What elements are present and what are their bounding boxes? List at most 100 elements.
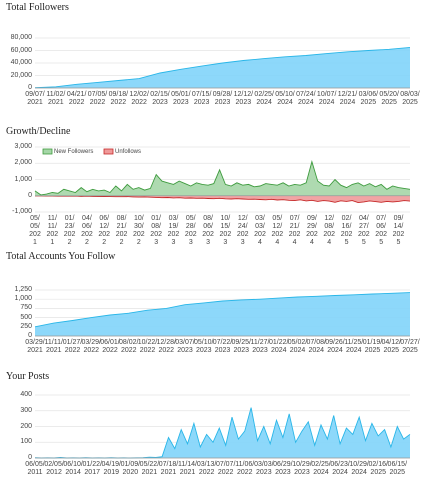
x-tick-label: 09/ 14/ 2025 [392,215,405,246]
area-line [34,46,411,89]
y-tick-label: 100 [20,438,32,446]
y-tick-label: 750 [20,304,32,312]
x-tick-label: 07/05/ 2022 [87,91,108,106]
area-line [34,159,411,196]
y-tick-label: 0 [28,84,32,91]
x-tick-label: 07/22/ 2023 [212,339,233,354]
x-tick-label: 05/01/ 2023 [171,91,191,106]
chart-title: Your Posts [6,371,50,382]
x-tick-label: 07/ 06/ 2025 [375,215,387,246]
x-tick-label: 08/ 21/ 2022 [115,215,128,246]
x-tick-label: 07/15/ 2023 [191,91,212,106]
x-tick-label: 03/ 03/ 2024 [254,215,266,246]
legend-label: Unfollows [115,148,142,155]
x-tick-label: 08/ 06/ 2023 [202,215,214,246]
x-tick-label: 01/19/ 2025 [362,339,383,354]
y-tick-label: 1,250 [14,286,32,293]
x-tick-label: 10/29/ 2024 [349,461,369,476]
y-tick-label: 0 [28,454,32,461]
x-tick-label: 01/22/ 2017 [82,461,102,476]
x-tick-label: 01/22/ 2024 [269,339,289,354]
x-tick-label: 06/29/ 2023 [273,461,293,476]
x-tick-label: 12/28/ 2022 [156,339,176,354]
x-tick-label: 09/ 29/ 2024 [306,215,318,246]
x-tick-label: 12/12/ 2023 [233,91,254,106]
x-tick-label: 11/14/ 2021 [178,461,197,476]
x-tick-label: 07/07/ 2022 [215,461,236,476]
x-tick-label: 11/06/ 2022 [235,461,255,476]
x-tick-label: 10/ 30/ 2022 [133,215,145,246]
x-tick-label: 03/29/ 2021 [25,339,45,354]
x-tick-label: 02/05/ 2012 [44,461,64,476]
x-tick-label: 04/ 06/ 2022 [81,215,93,246]
x-tick-label: 01/ 08/ 2023 [150,215,162,246]
y-tick-label: 250 [20,322,32,330]
y-tick-label: 2,000 [14,159,32,167]
x-tick-label: 04/19/ 2019 [101,461,121,476]
area-fill [35,292,410,336]
chart-title: Total Followers [6,2,69,13]
x-tick-label: 04/21/ 2022 [66,91,87,106]
x-tick-label: 07/18/ 2021 [158,461,179,476]
legend-swatch [103,148,114,155]
x-tick-label: 03/13/ 2022 [196,461,217,476]
y-tick-label: 3,000 [14,143,32,150]
x-tick-label: 03/06/ 2025 [358,91,379,106]
x-tick-label: 01/27/ 2022 [62,339,83,354]
y-tick-label: 1,000 [14,295,32,303]
x-tick-label: 11/11/ 2021 [44,339,63,354]
x-tick-label: 04/12/ 2025 [381,339,401,354]
x-tick-label: 07/08/ 2024 [306,339,326,354]
x-tick-label: 09/25/ 2023 [231,339,251,354]
x-tick-label: 02/ 16/ 2025 [340,215,353,246]
x-tick-label: 04/ 27/ 2025 [358,215,370,246]
x-tick-label: 05/ 12/ 2024 [271,215,284,246]
x-tick-label: 12/ 24/ 2023 [236,215,249,246]
x-tick-label: 03/29/ 2022 [81,339,101,354]
y-tick-label: 200 [20,422,32,430]
x-tick-label: 02/15/ 2023 [150,91,170,106]
y-tick-label: 0 [28,332,32,339]
legend-swatch [42,148,53,155]
x-tick-label: 11/ 11/ 2021 [46,215,59,246]
y-tick-label: 40,000 [10,59,32,66]
x-tick-label: 07/ 21/ 2024 [288,215,301,246]
x-tick-label: 11/25/ 2024 [344,339,364,354]
chart-title: Growth/Decline [6,126,71,137]
legend-label: New Followers [54,148,94,155]
x-tick-label: 06/23/ 2024 [330,461,350,476]
x-tick-label: 03/ 19/ 2023 [167,215,180,246]
x-tick-label: 05/22/ 2021 [139,461,160,476]
x-tick-label: 10/29/ 2023 [292,461,312,476]
x-tick-label: 07/27/ 2025 [400,339,420,354]
area-fill [35,47,410,88]
x-tick-label: 10/ 15/ 2023 [219,215,232,246]
y-tick-label: 300 [20,406,32,414]
y-tick-label: 1,000 [14,175,32,183]
x-tick-label: 01/09/ 2020 [120,461,141,476]
x-tick-label: 12/21/ 2024 [337,91,358,106]
x-tick-label: 03/07/ 2023 [175,339,195,354]
chart-title: Total Accounts You Follow [6,251,116,262]
x-tick-label: 02/16/ 2025 [368,461,388,476]
x-tick-label: 11/27/ 2023 [250,339,270,354]
x-tick-label: 09/18/ 2022 [108,91,129,106]
x-tick-label: 03/03/ 2023 [254,461,274,476]
x-tick-label: 06/05/ 2011 [25,461,45,476]
y-tick-label: -1,000 [12,208,32,215]
x-tick-label: 02/25/ 2024 [311,461,331,476]
x-tick-label: 05/10/ 2024 [275,91,295,106]
x-tick-label: 07/24/ 2024 [296,91,316,106]
area-fill [35,407,410,458]
x-tick-label: 01/ 23/ 2022 [63,215,76,246]
x-tick-label: 12/ 08/ 2024 [323,215,336,246]
x-tick-label: 09/26/ 2024 [325,339,345,354]
x-tick-label: 06/01/ 2022 [100,339,120,354]
x-tick-label: 05/10/ 2023 [194,339,214,354]
x-tick-label: 06/10/ 2014 [63,461,83,476]
area-fill [35,161,410,196]
x-tick-label: 02/25/ 2024 [254,91,274,106]
x-tick-label: 05/20/ 2025 [379,91,399,106]
